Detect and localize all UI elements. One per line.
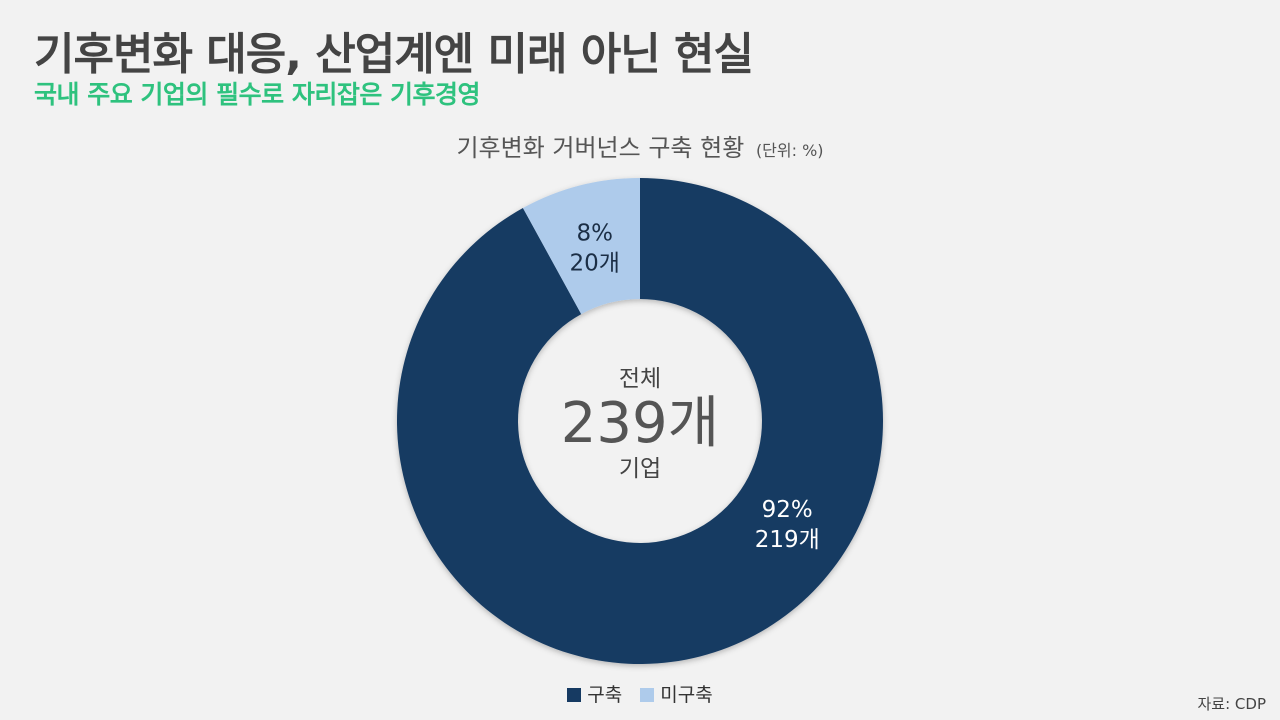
chart-unit-note: (단위: %): [755, 141, 824, 160]
legend-item-not-built: 미구축: [640, 680, 713, 707]
slice-count-label-built: 219개: [755, 527, 820, 553]
legend-swatch-not-built: [640, 688, 655, 702]
donut-slice-not-built: [522, 178, 640, 315]
center-bottom-label: 기업: [619, 456, 661, 482]
page-subtitle: 국내 주요 기업의 필수로 자리잡은 기후경영: [34, 80, 481, 109]
legend-item-built: 구축: [567, 680, 622, 707]
center-top-label: 전체: [619, 366, 661, 392]
chart-title-row: 기후변화 거버넌스 구축 현황 (단위: %): [0, 128, 1280, 163]
chart-legend: 구축 미구축: [0, 680, 1280, 707]
slice-percent-label-built: 92%: [762, 497, 813, 523]
legend-label-not-built: 미구축: [660, 684, 713, 706]
center-total-value: 239개: [561, 391, 719, 456]
legend-label-built: 구축: [587, 684, 623, 706]
slice-percent-label-not-built: 8%: [576, 221, 613, 247]
donut-slice-built: [397, 178, 883, 664]
page-title: 기후변화 대응, 산업계엔 미래 아닌 현실: [34, 29, 754, 80]
chart-title: 기후변화 거버넌스 구축 현황: [456, 134, 745, 162]
source-note: 자료: CDP: [1197, 695, 1267, 713]
legend-swatch-built: [567, 688, 582, 702]
slice-count-label-not-built: 20개: [570, 251, 620, 277]
